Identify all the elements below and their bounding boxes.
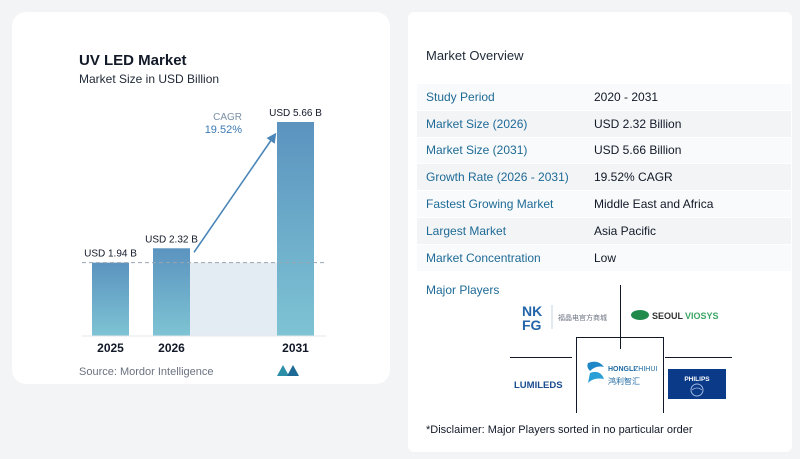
table-row: Market Size (2026) USD 2.32 Billion	[417, 110, 791, 138]
row-value: USD 2.32 Billion	[594, 116, 682, 131]
svg-text:VIOSYS: VIOSYS	[685, 311, 719, 321]
nkfg-logo-graphic: NK FG 福晶电官方商城	[522, 303, 607, 333]
major-players-logos: NK FG 福晶电官方商城 SEOUL VIOSYS HONGLI ZHIHUI…	[510, 285, 732, 413]
x-tick-label: 2031	[282, 341, 309, 355]
logo-divider	[663, 337, 664, 413]
svg-text:HONGLI: HONGLI	[608, 366, 635, 373]
major-players-title: Major Players	[426, 283, 500, 297]
bar-2026	[153, 248, 190, 336]
svg-text:NK: NK	[522, 303, 542, 319]
row-value: 2020 - 2031	[594, 89, 659, 104]
row-label: Fastest Growing Market	[426, 197, 554, 212]
svg-text:PHILIPS: PHILIPS	[684, 376, 710, 383]
logo-divider	[576, 337, 577, 413]
cagr-label: CAGR	[213, 112, 242, 123]
row-label: Market Size (2031)	[426, 143, 528, 158]
philips-logo-graphic: PHILIPS	[668, 369, 726, 399]
source-text: Source: Mordor Intelligence	[79, 366, 214, 378]
data-label: USD 2.32 B	[145, 234, 198, 245]
table-row: Study Period 2020 - 2031	[417, 84, 791, 111]
chart-title: UV LED Market	[79, 52, 187, 69]
chart-subtitle: Market Size in USD Billion	[79, 72, 220, 86]
logo-divider	[665, 357, 732, 358]
hongli-zhihui-logo-graphic: HONGLI ZHIHUI 鸿利智汇	[587, 361, 657, 386]
cagr-value: 19.52%	[205, 124, 243, 136]
seoul-viosys-logo-graphic: SEOUL VIOSYS	[631, 310, 719, 321]
table-row: Largest Market Asia Pacific	[417, 217, 791, 245]
cagr-band	[190, 262, 277, 336]
row-value: Middle East and Africa	[594, 197, 714, 212]
table-row: Market Size (2031) USD 5.66 Billion	[417, 137, 791, 165]
row-label: Growth Rate (2026 - 2031)	[426, 170, 569, 185]
data-label: USD 5.66 B	[269, 108, 322, 119]
data-label: USD 1.94 B	[84, 249, 137, 260]
disclaimer-text: *Disclaimer: Major Players sorted in no …	[426, 424, 693, 436]
table-row: Growth Rate (2026 - 2031) 19.52% CAGR	[417, 164, 791, 192]
svg-text:SEOUL: SEOUL	[652, 311, 684, 321]
x-tick-label: 2025	[97, 341, 124, 355]
lumileds-logo-graphic: LUMILEDS	[514, 380, 563, 391]
row-value: Low	[594, 250, 617, 265]
mordor-intelligence-logo	[277, 365, 299, 376]
table-row: Fastest Growing Market Middle East and Af…	[417, 191, 791, 218]
row-value: Asia Pacific	[594, 223, 657, 238]
overview-title: Market Overview	[426, 48, 524, 63]
cagr-arrow	[193, 132, 277, 253]
row-label: Market Size (2026)	[426, 116, 528, 131]
logo-divider	[510, 357, 572, 358]
row-label: Market Concentration	[426, 250, 541, 265]
svg-text:FG: FG	[522, 317, 542, 333]
row-label: Largest Market	[426, 223, 507, 238]
svg-text:LUMILEDS: LUMILEDS	[514, 380, 563, 391]
overview-table: Study Period 2020 - 2031 Market Size (202…	[417, 84, 791, 272]
row-label: Study Period	[426, 89, 495, 104]
seoul-viosys-logo: SEOUL VIOSYS	[630, 305, 726, 325]
philips-logo: PHILIPS	[668, 369, 726, 399]
bar-2025	[92, 262, 129, 336]
table-row: Market Concentration Low	[417, 244, 791, 272]
svg-text:福晶电官方商城: 福晶电官方商城	[558, 313, 607, 322]
lumileds-logo: LUMILEDS	[512, 375, 576, 393]
svg-text:鸿利智汇: 鸿利智汇	[608, 376, 640, 386]
row-value: USD 5.66 Billion	[594, 143, 682, 158]
svg-text:ZHIHUI: ZHIHUI	[634, 366, 657, 373]
logo-divider	[620, 285, 621, 349]
x-tick-label: 2026	[158, 341, 185, 355]
hongli-zhihui-logo: HONGLI ZHIHUI 鸿利智汇	[582, 357, 660, 393]
row-value: 19.52% CAGR	[594, 170, 673, 185]
bar-2031	[277, 122, 314, 336]
logo-divider	[576, 337, 663, 338]
nkfg-logo: NK FG 福晶电官方商城	[518, 299, 614, 333]
